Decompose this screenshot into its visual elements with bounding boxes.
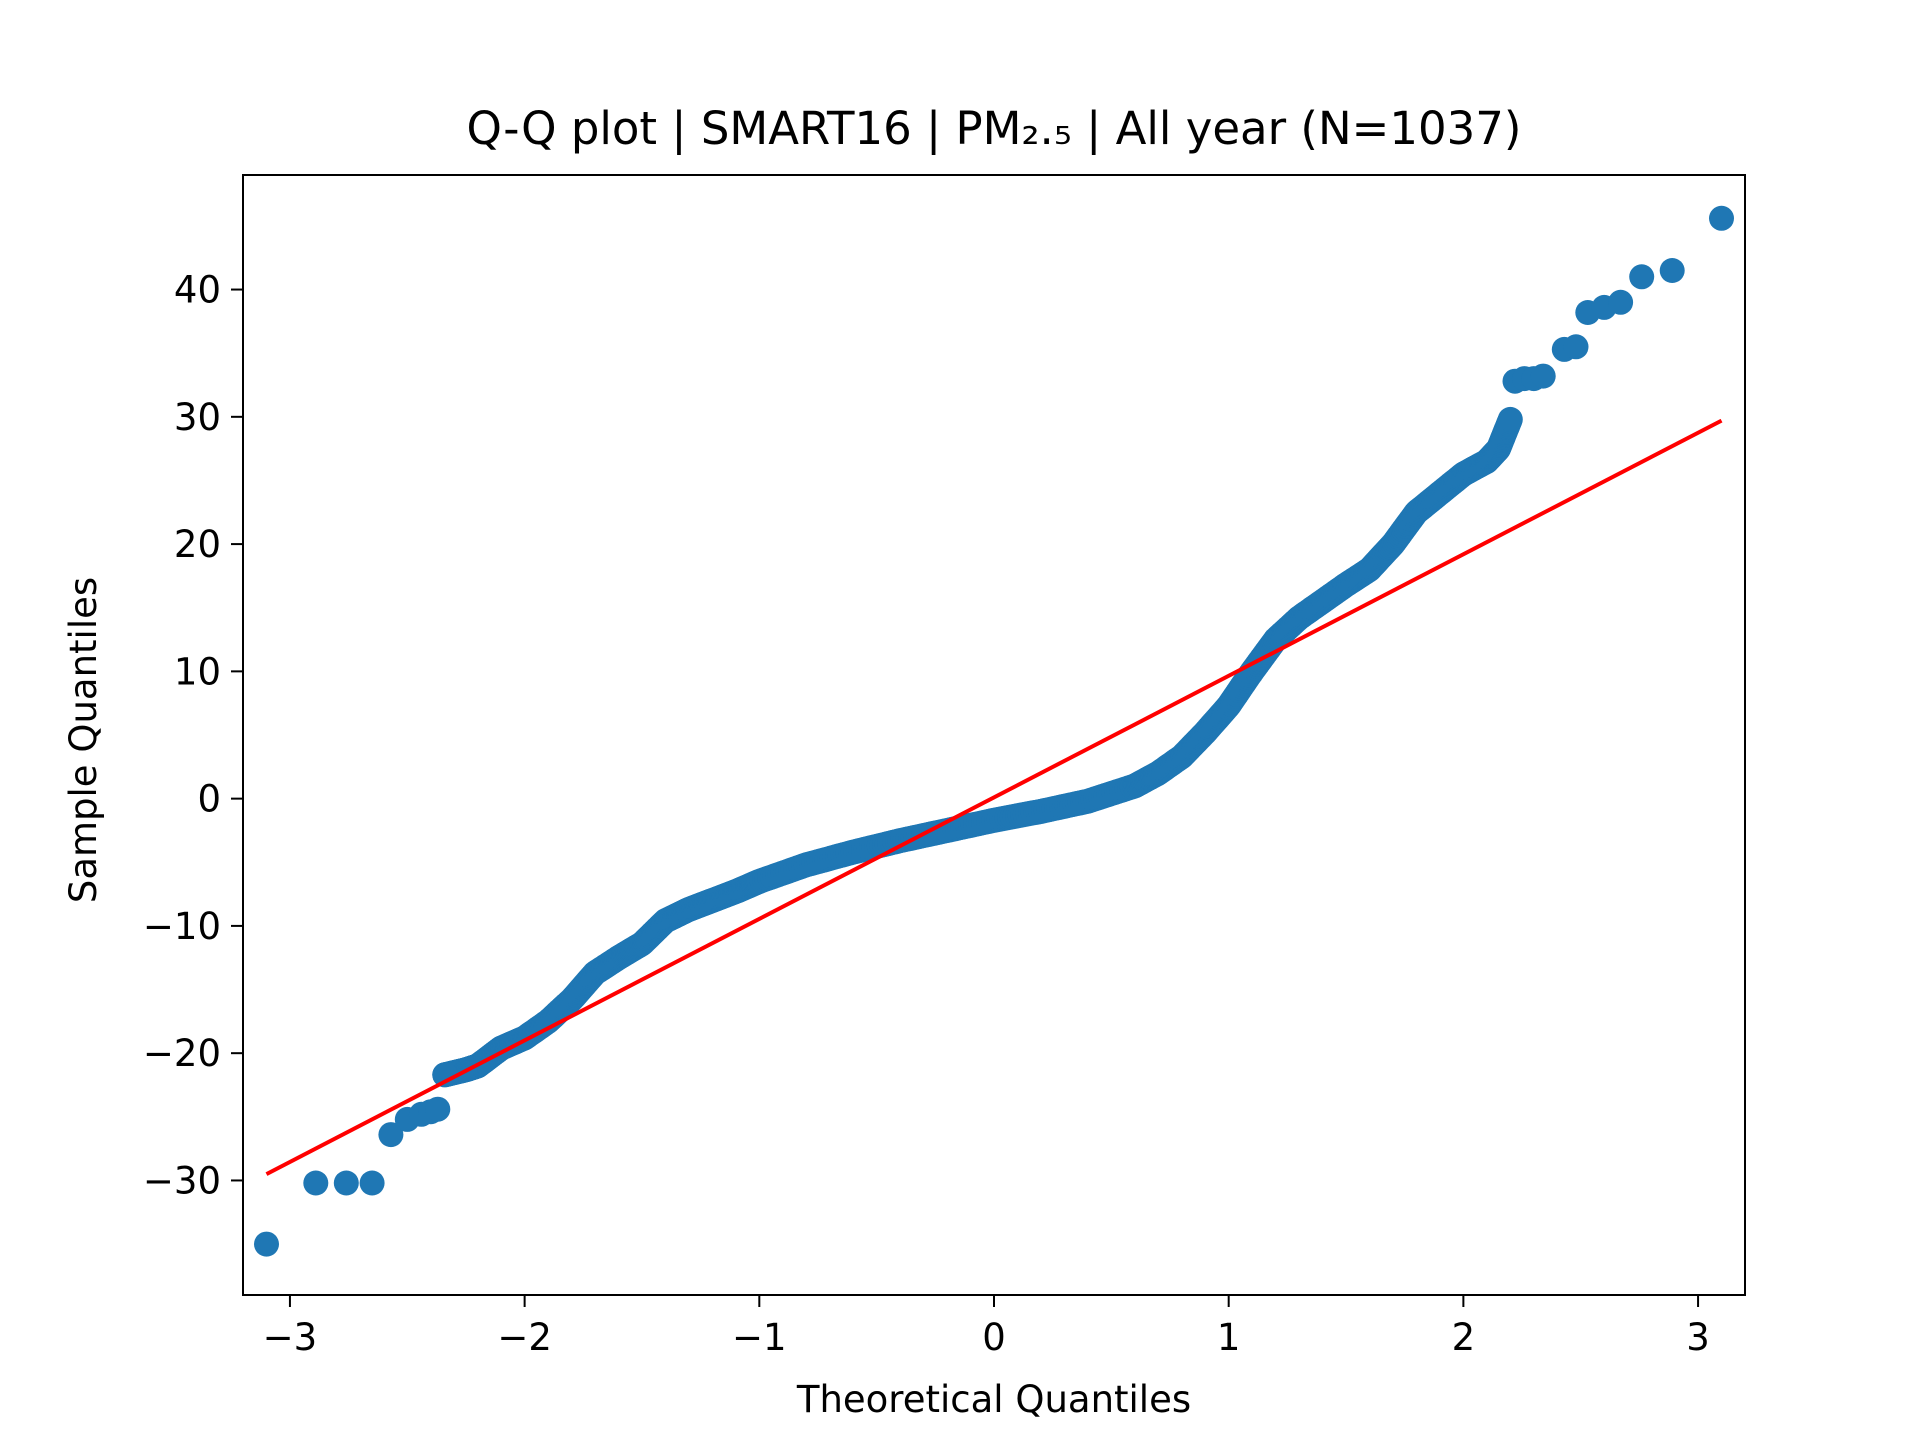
data-point xyxy=(1709,205,1734,231)
data-point xyxy=(254,1231,279,1257)
y-tick-label: 0 xyxy=(197,778,221,821)
data-point xyxy=(425,1096,451,1122)
x-tick-label: 0 xyxy=(982,1316,1006,1359)
data-point xyxy=(303,1170,329,1196)
data-point xyxy=(359,1170,385,1196)
y-tick-label: −30 xyxy=(143,1159,221,1202)
data-point xyxy=(1608,289,1634,315)
reference-line xyxy=(265,418,1723,1176)
chart-title: Q-Q plot | SMART16 | PM₂.₅ | All year (N… xyxy=(467,102,1522,155)
y-tick-label: −10 xyxy=(143,905,221,948)
x-tick-label: 3 xyxy=(1686,1316,1710,1359)
y-tick-label: 10 xyxy=(174,650,221,693)
data-point xyxy=(1497,406,1523,432)
y-tick-label: 20 xyxy=(174,523,221,566)
x-tick-label: −3 xyxy=(263,1316,318,1359)
x-tick-label: −1 xyxy=(732,1316,787,1359)
data-point xyxy=(333,1170,359,1196)
y-tick-label: 30 xyxy=(174,396,221,439)
x-tick-label: 1 xyxy=(1217,1316,1241,1359)
x-axis-label: Theoretical Quantiles xyxy=(796,1378,1191,1421)
data-point xyxy=(1659,258,1685,283)
x-tick-label: 2 xyxy=(1452,1316,1476,1359)
data-point xyxy=(1530,363,1556,389)
y-tick-label: 40 xyxy=(174,269,221,312)
y-axis-ticks: −30 −20 −10 0 10 20 30 40 xyxy=(143,269,243,1202)
data-point xyxy=(432,1062,458,1088)
x-tick-label: −2 xyxy=(497,1316,552,1359)
data-point xyxy=(1629,264,1655,290)
data-point xyxy=(378,1122,404,1148)
data-point xyxy=(1563,334,1589,360)
x-axis-ticks: −3 −2 −1 0 1 2 3 xyxy=(263,1295,1710,1359)
y-tick-label: −20 xyxy=(143,1032,221,1075)
y-axis-label: Sample Quantiles xyxy=(62,577,105,903)
